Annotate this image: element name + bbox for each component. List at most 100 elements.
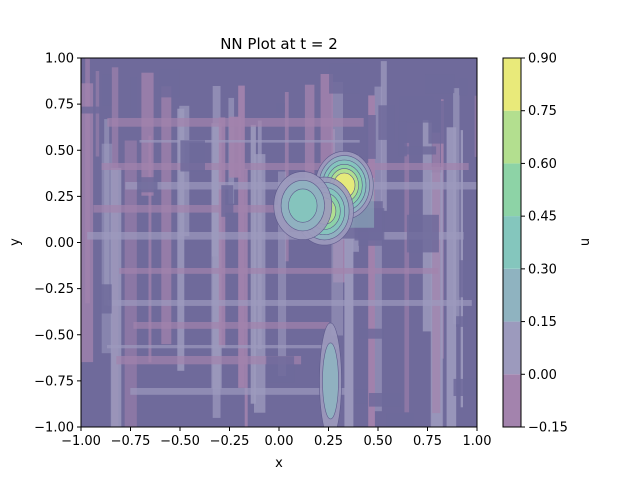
texture-patch <box>453 378 477 396</box>
colorbar-band <box>503 268 521 322</box>
texture-stripe <box>374 86 382 412</box>
x-tick-label: −0.50 <box>160 434 200 449</box>
texture-patch <box>276 103 285 113</box>
texture-stripe <box>453 88 460 325</box>
contour-hotspots <box>273 151 375 427</box>
texture-band <box>107 345 338 349</box>
texture-stripe <box>229 116 241 178</box>
texture-band <box>87 232 464 240</box>
chart-title: NN Plot at t = 2 <box>220 35 338 53</box>
colorbar-band <box>503 163 521 217</box>
texture-patch <box>398 121 407 157</box>
texture-band <box>139 140 360 143</box>
texture-patch <box>130 77 137 117</box>
texture-patch <box>99 284 112 314</box>
texture-stripe <box>177 108 185 371</box>
texture-band <box>130 388 345 395</box>
texture-stripe <box>344 164 354 427</box>
texture-patch <box>180 140 205 172</box>
texture-stripe <box>404 142 410 413</box>
texture-stripe <box>304 84 315 208</box>
colorbar-tick-label: 0.15 <box>528 315 557 330</box>
texture-patch <box>266 356 295 383</box>
y-tick-label: 1.00 <box>45 52 74 67</box>
texture-patch <box>329 63 360 94</box>
texture-patch <box>221 185 234 217</box>
colorbar-band <box>503 216 521 269</box>
texture-band <box>107 300 472 306</box>
texture-patch <box>366 115 376 159</box>
texture-stripe <box>284 92 289 262</box>
colorbar-label: u <box>578 238 593 246</box>
colorbar-band <box>503 374 521 427</box>
texture-patch <box>399 96 434 123</box>
texture-patch <box>456 316 468 327</box>
texture-patch <box>386 413 414 427</box>
texture-patch <box>459 78 468 96</box>
y-tick-label: 0.75 <box>45 98 74 113</box>
y-axis: −1.00 −0.75 −0.50 −0.25 0.00 0.25 0.50 0.75 1.00 <box>34 52 81 436</box>
texture-patch <box>81 106 100 114</box>
y-tick-label: −0.50 <box>34 328 74 343</box>
x-tick-label: 0.50 <box>364 434 393 449</box>
texture-stripe <box>244 168 248 427</box>
texture-patch <box>406 214 439 253</box>
y-tick-label: 0.00 <box>45 236 74 251</box>
colorbar-band <box>503 321 521 375</box>
texture-stripe <box>148 135 152 363</box>
texture-stripe <box>446 127 457 427</box>
texture-stripe <box>85 58 90 304</box>
texture-stripe <box>101 143 113 354</box>
texture-band <box>116 356 302 365</box>
texture-stripe <box>250 124 256 404</box>
x-tick-label: 0.75 <box>413 434 442 449</box>
x-tick-label: −1.00 <box>61 434 101 449</box>
y-axis-label: y <box>8 238 23 246</box>
texture-stripe <box>474 95 477 157</box>
contour-level <box>288 188 318 223</box>
y-tick-label: 0.25 <box>45 190 74 205</box>
x-tick-label: 0.25 <box>314 434 343 449</box>
texture-band <box>93 205 281 213</box>
y-tick-label: −1.00 <box>34 421 74 436</box>
colorbar: −0.15 0.00 0.15 0.30 0.45 0.60 0.75 0.90 <box>503 52 568 436</box>
texture-patch <box>359 328 384 339</box>
texture-patch <box>368 393 401 407</box>
texture-patch <box>402 146 437 155</box>
texture-band <box>107 118 364 127</box>
colorbar-tick-label: 0.30 <box>528 262 557 277</box>
texture-band <box>101 163 469 170</box>
x-axis: −1.00 −0.75 −0.50 −0.25 0.00 0.25 0.50 0.75 1.00 <box>61 427 491 449</box>
x-tick-label: 1.00 <box>463 434 492 449</box>
texture-stripe <box>254 154 266 413</box>
texture-stripe <box>95 71 100 157</box>
texture-patch <box>137 177 158 193</box>
colorbar-tick-label: 0.90 <box>528 52 557 67</box>
texture-band <box>133 322 330 329</box>
colorbar-band <box>503 110 521 164</box>
texture-patch <box>355 389 367 404</box>
colorbar-tick-label: 0.00 <box>528 368 557 383</box>
texture-stripe <box>368 95 375 427</box>
y-tick-label: −0.75 <box>34 374 74 389</box>
colorbar-frame <box>502 57 522 428</box>
texture-stripe <box>161 86 172 345</box>
contour-level <box>322 342 339 420</box>
colorbar-tick-label: 0.75 <box>528 104 557 119</box>
colorbar-tick-label: −0.15 <box>528 421 568 436</box>
y-tick-label: 0.50 <box>45 144 74 159</box>
texture-patch <box>159 69 180 98</box>
y-tick-label: −0.25 <box>34 282 74 297</box>
x-tick-label: −0.75 <box>111 434 151 449</box>
texture-patch <box>378 105 395 140</box>
texture-patch <box>102 74 112 106</box>
texture-patch <box>425 74 455 94</box>
texture-band <box>119 268 439 274</box>
x-tick-label: −0.25 <box>210 434 250 449</box>
colorbar-tick-label: 0.45 <box>528 210 557 225</box>
x-axis-label: x <box>275 456 283 471</box>
plot-area <box>81 58 477 427</box>
texture-patch <box>459 260 477 298</box>
colorbar-band <box>503 58 521 111</box>
